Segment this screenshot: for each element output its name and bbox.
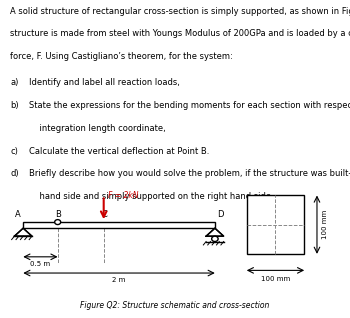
Circle shape	[55, 220, 61, 225]
Text: a): a)	[10, 78, 19, 87]
Text: Identify and label all reaction loads,: Identify and label all reaction loads,	[29, 78, 180, 87]
Text: 100 mm: 100 mm	[322, 210, 328, 239]
Bar	[23, 222, 215, 228]
Polygon shape	[14, 228, 32, 236]
Text: Calculate the vertical deflection at Point B.: Calculate the vertical deflection at Poi…	[29, 147, 209, 156]
Text: A solid structure of rectangular cross-section is simply supported, as shown in : A solid structure of rectangular cross-s…	[10, 7, 350, 16]
Text: force, F. Using Castigliano’s theorem, for the system:: force, F. Using Castigliano’s theorem, f…	[10, 52, 233, 61]
Text: b): b)	[10, 101, 19, 110]
Text: integration length coordinate,: integration length coordinate,	[29, 124, 166, 133]
Text: hand side and simply supported on the right hand side.: hand side and simply supported on the ri…	[29, 192, 274, 201]
Text: Figure Q2: Structure schematic and cross-section: Figure Q2: Structure schematic and cross…	[80, 301, 270, 310]
Text: d): d)	[10, 169, 19, 178]
Text: 100 mm: 100 mm	[261, 276, 290, 282]
Text: C: C	[102, 210, 108, 219]
Circle shape	[212, 236, 218, 241]
Text: D: D	[217, 210, 223, 219]
Text: structure is made from steel with Youngs Modulus of 200GPa and is loaded by a ce: structure is made from steel with Youngs…	[10, 30, 350, 38]
Bar	[247, 195, 304, 254]
Text: Briefly describe how you would solve the problem, if the structure was built-in : Briefly describe how you would solve the…	[29, 169, 350, 178]
Text: F = 2kN: F = 2kN	[108, 191, 138, 200]
Text: A: A	[14, 210, 20, 219]
Text: 2 m: 2 m	[112, 277, 126, 283]
Text: c): c)	[10, 147, 18, 156]
Text: B: B	[55, 210, 61, 219]
Text: State the expressions for the bending moments for each section with respect to t: State the expressions for the bending mo…	[29, 101, 350, 110]
Polygon shape	[206, 228, 224, 236]
Text: 0.5 m: 0.5 m	[30, 261, 50, 267]
